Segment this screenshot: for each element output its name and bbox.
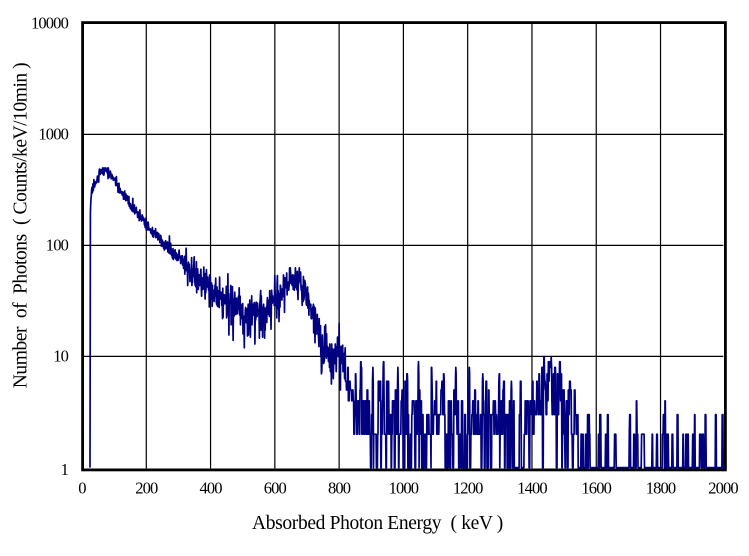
svg-text:200: 200 <box>135 479 158 498</box>
svg-text:1400: 1400 <box>517 479 547 498</box>
svg-text:10: 10 <box>53 347 68 366</box>
svg-text:0: 0 <box>78 479 86 498</box>
svg-text:Absorbed Photon Energy ( keV ): Absorbed Photon Energy ( keV ) <box>252 513 503 534</box>
svg-text:Number of Photons ( Counts/k: Number of Photons ( Counts/keV/10min ) <box>11 63 32 388</box>
svg-text:600: 600 <box>264 479 287 498</box>
svg-text:800: 800 <box>328 479 351 498</box>
svg-text:2000: 2000 <box>708 479 738 498</box>
svg-text:1800: 1800 <box>646 479 676 498</box>
svg-text:1000: 1000 <box>38 125 68 144</box>
svg-text:1600: 1600 <box>581 479 611 498</box>
svg-text:400: 400 <box>199 479 222 498</box>
svg-text:10000: 10000 <box>31 14 69 33</box>
svg-text:100: 100 <box>46 236 69 255</box>
svg-text:1000: 1000 <box>389 479 419 498</box>
svg-text:1200: 1200 <box>453 479 483 498</box>
svg-text:1: 1 <box>61 460 69 479</box>
